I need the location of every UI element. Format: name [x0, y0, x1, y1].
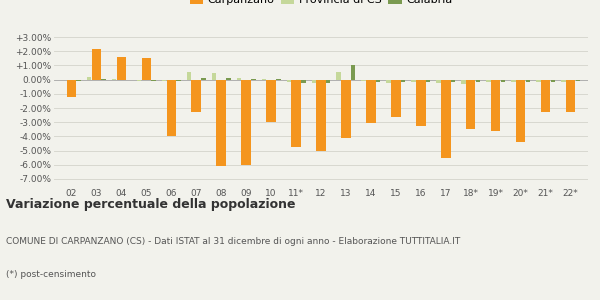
Bar	[251, 79, 256, 80]
Bar	[451, 80, 455, 82]
Bar	[87, 77, 91, 80]
Bar	[67, 80, 76, 97]
Bar	[287, 80, 291, 82]
Bar	[337, 72, 341, 80]
Bar	[226, 78, 230, 80]
Bar	[436, 80, 441, 83]
Bar	[101, 79, 106, 80]
Bar	[361, 80, 366, 81]
Bar	[476, 80, 480, 82]
Bar	[426, 80, 430, 82]
Bar	[217, 80, 226, 166]
Bar	[262, 79, 266, 80]
Bar	[301, 80, 305, 83]
Bar	[391, 80, 401, 116]
Bar	[511, 80, 515, 82]
Bar	[526, 80, 530, 82]
Bar	[142, 58, 151, 80]
Bar	[441, 80, 451, 158]
Bar	[541, 80, 550, 112]
Bar	[401, 80, 406, 82]
Bar	[162, 80, 166, 81]
Bar	[167, 80, 176, 136]
Bar	[76, 80, 81, 81]
Bar	[212, 73, 216, 80]
Bar	[551, 80, 555, 82]
Bar	[116, 57, 126, 80]
Bar	[575, 80, 580, 81]
Bar	[536, 80, 541, 82]
Bar	[491, 80, 500, 131]
Bar	[201, 78, 206, 80]
Bar	[351, 65, 355, 80]
Legend: Carpanzano, Provincia di CS, Calabria: Carpanzano, Provincia di CS, Calabria	[188, 0, 454, 7]
Bar	[112, 79, 116, 80]
Bar	[461, 80, 466, 84]
Bar	[416, 80, 425, 126]
Bar	[566, 80, 575, 112]
Text: COMUNE DI CARPANZANO (CS) - Dati ISTAT al 31 dicembre di ogni anno - Elaborazion: COMUNE DI CARPANZANO (CS) - Dati ISTAT a…	[6, 237, 460, 246]
Bar	[500, 80, 505, 82]
Text: (*) post-censimento: (*) post-censimento	[6, 270, 96, 279]
Bar	[412, 80, 416, 82]
Bar	[486, 80, 491, 82]
Bar	[341, 80, 350, 138]
Bar	[187, 72, 191, 80]
Bar	[311, 80, 316, 83]
Bar	[266, 80, 276, 122]
Bar	[276, 79, 281, 80]
Bar	[376, 80, 380, 82]
Bar	[386, 80, 391, 83]
Bar	[326, 80, 331, 83]
Bar	[292, 80, 301, 147]
Text: Variazione percentuale della popolazione: Variazione percentuale della popolazione	[6, 198, 296, 211]
Bar	[191, 80, 201, 112]
Bar	[466, 80, 475, 129]
Bar	[137, 80, 142, 81]
Bar	[151, 80, 156, 81]
Bar	[241, 80, 251, 165]
Bar	[236, 78, 241, 80]
Bar	[516, 80, 526, 142]
Bar	[316, 80, 326, 151]
Bar	[92, 49, 101, 80]
Bar	[176, 80, 181, 81]
Bar	[366, 80, 376, 123]
Bar	[561, 80, 566, 82]
